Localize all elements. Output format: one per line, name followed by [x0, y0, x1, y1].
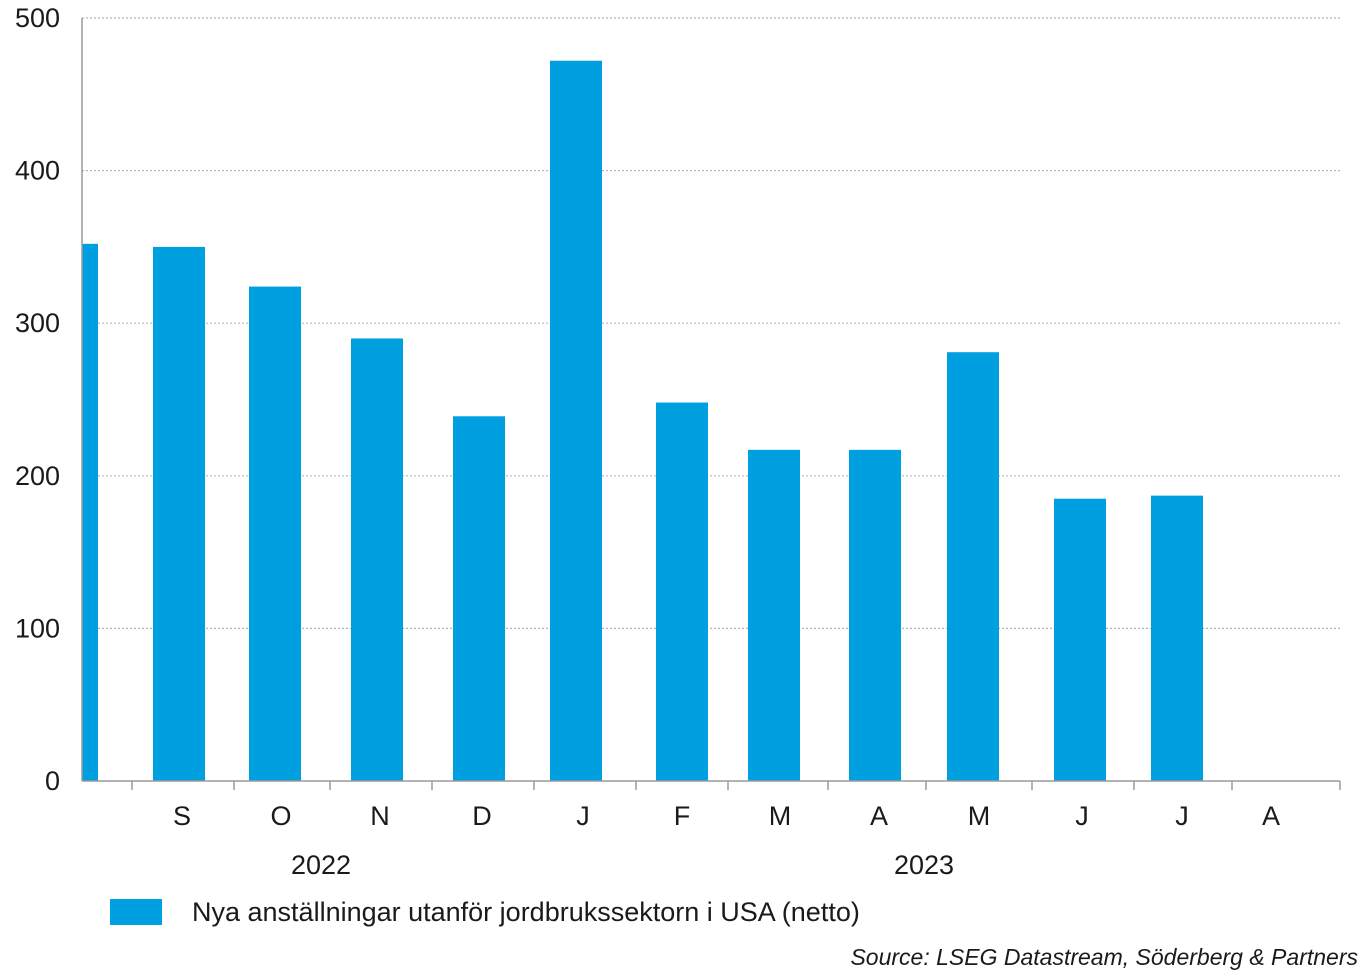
y-tick-label: 200 — [15, 461, 60, 491]
bar — [249, 286, 301, 781]
y-tick-label: 100 — [15, 613, 60, 643]
x-tick-label: S — [173, 801, 191, 831]
x-tick-label: D — [472, 801, 492, 831]
bar — [153, 246, 205, 781]
x-tick-label: M — [968, 801, 991, 831]
x-tick-label: A — [1262, 801, 1280, 831]
year-label: 2023 — [894, 850, 954, 880]
year-label: 2022 — [291, 850, 351, 880]
x-tick-label: J — [576, 801, 590, 831]
legend: Nya anställningar utanför jordbrukssekto… — [110, 894, 860, 930]
x-tick-label: J — [1175, 801, 1189, 831]
bar — [550, 60, 602, 781]
legend-swatch — [110, 899, 162, 925]
bar — [1054, 498, 1106, 781]
year-labels: 2022 2023 — [291, 850, 954, 880]
x-tick-label: J — [1075, 801, 1089, 831]
bar — [453, 416, 505, 781]
x-tick-label: M — [769, 801, 792, 831]
bar — [82, 243, 98, 781]
y-tick-label: 300 — [15, 308, 60, 338]
bar — [1151, 495, 1203, 781]
bars — [82, 60, 1203, 781]
axes — [81, 18, 1341, 790]
bar — [849, 449, 901, 781]
y-tick-label: 0 — [45, 766, 60, 796]
x-tick-label: N — [370, 801, 390, 831]
bar — [748, 449, 800, 781]
y-tick-labels: 0 100 200 300 400 500 — [15, 3, 60, 796]
y-tick-label: 500 — [15, 3, 60, 33]
x-tick-label: O — [270, 801, 291, 831]
x-tick-label: F — [674, 801, 691, 831]
y-tick-label: 400 — [15, 156, 60, 186]
bar — [947, 352, 999, 781]
legend-label: Nya anställningar utanför jordbrukssekto… — [192, 896, 860, 927]
bar — [351, 338, 403, 781]
bar — [656, 402, 708, 781]
source-note: Source: LSEG Datastream, Söderberg & Par… — [850, 944, 1358, 970]
x-tick-label: A — [870, 801, 888, 831]
